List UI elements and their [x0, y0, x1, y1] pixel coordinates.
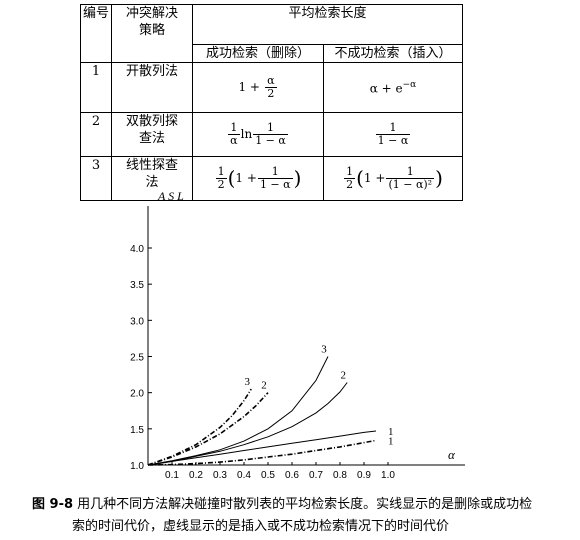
header-no: 编号 [80, 4, 112, 63]
series-label: 2 [340, 370, 346, 382]
figure-caption: 图 9-8 用几种不同方法解决碰撞时散列表的平均检索长度。实线显示的是删除或成功… [32, 494, 572, 538]
header-asl-group: 平均检索长度 [192, 4, 463, 45]
y-tick-label: 2.0 [130, 389, 144, 400]
table-row: 3 线性探查法 1 2 (1 +1 1 − α) 1 2 (1 +1 (1 − α)²) [80, 156, 463, 201]
header-strategy: 冲突解决策略 [111, 4, 193, 63]
caption-number: 图 9-8 [32, 497, 74, 512]
x-tick-label: 1.0 [381, 470, 395, 481]
series-label: 3 [244, 376, 250, 388]
y-tick-label: 2.5 [130, 353, 144, 364]
formula-fail: α + e−α [323, 62, 463, 113]
row-no: 3 [80, 156, 112, 201]
series-line [147, 356, 329, 466]
y-axis-label: A S L [157, 189, 184, 203]
y-tick-label: 3.0 [130, 316, 144, 327]
series-label: 2 [261, 380, 267, 392]
series-line [147, 392, 269, 466]
header-fail: 不成功检索（插入） [323, 44, 463, 63]
x-axis-label: α [448, 447, 456, 462]
formula-success: 1 α ln 1 1 − α [192, 112, 324, 157]
series-line [147, 430, 377, 466]
row-no: 2 [80, 112, 112, 157]
series-label: 1 [388, 435, 394, 447]
x-tick-label: 0.9 [357, 470, 371, 481]
asl-chart: A S L α 1.0 1.5 2.0 2.5 3.0 3.5 4.0 0.1 0.2 0.3 0.4 0… [130, 189, 465, 481]
x-tick-label: 0.1 [165, 470, 179, 481]
x-tick-label: 0.5 [261, 470, 275, 481]
asl-table: 编号 冲突解决策略 平均检索长度 成功检索（删除） 不成功检索（插入） 1 开散… [80, 4, 463, 201]
y-tick-label: 1.5 [130, 425, 144, 436]
x-tick-label: 0.6 [285, 470, 299, 481]
series-line [150, 382, 348, 466]
caption-line-1: 用几种不同方法解决碰撞时散列表的平均检索长度。实线显示的是删除或成功检 [77, 497, 533, 512]
x-tick-label: 0.2 [189, 470, 203, 481]
row-strategy: 双散列探查法 [111, 112, 193, 157]
series-label: 1 [388, 426, 394, 438]
caption-line-2: 索的时间代价，虚线显示的是插入或不成功检索情况下的时间代价 [72, 519, 450, 534]
y-tick-label: 1.0 [130, 461, 144, 472]
series-label: 3 [321, 344, 327, 356]
x-tick-label: 0.4 [237, 470, 251, 481]
y-tick-label: 4.0 [130, 244, 144, 255]
y-tick-label: 3.5 [130, 280, 144, 291]
x-tick-label: 0.7 [309, 470, 323, 481]
header-success: 成功检索（删除） [192, 44, 324, 63]
x-tick-label: 0.3 [213, 470, 227, 481]
formula-fail: 1 2 (1 +1 (1 − α)²) [323, 156, 463, 201]
row-strategy: 开散列法 [111, 62, 193, 113]
x-tick-label: 0.8 [333, 470, 347, 481]
series-line [147, 388, 252, 466]
formula-success: 1 2 (1 +1 1 − α) [192, 156, 324, 201]
series-line [147, 439, 377, 466]
row-no: 1 [80, 62, 112, 113]
